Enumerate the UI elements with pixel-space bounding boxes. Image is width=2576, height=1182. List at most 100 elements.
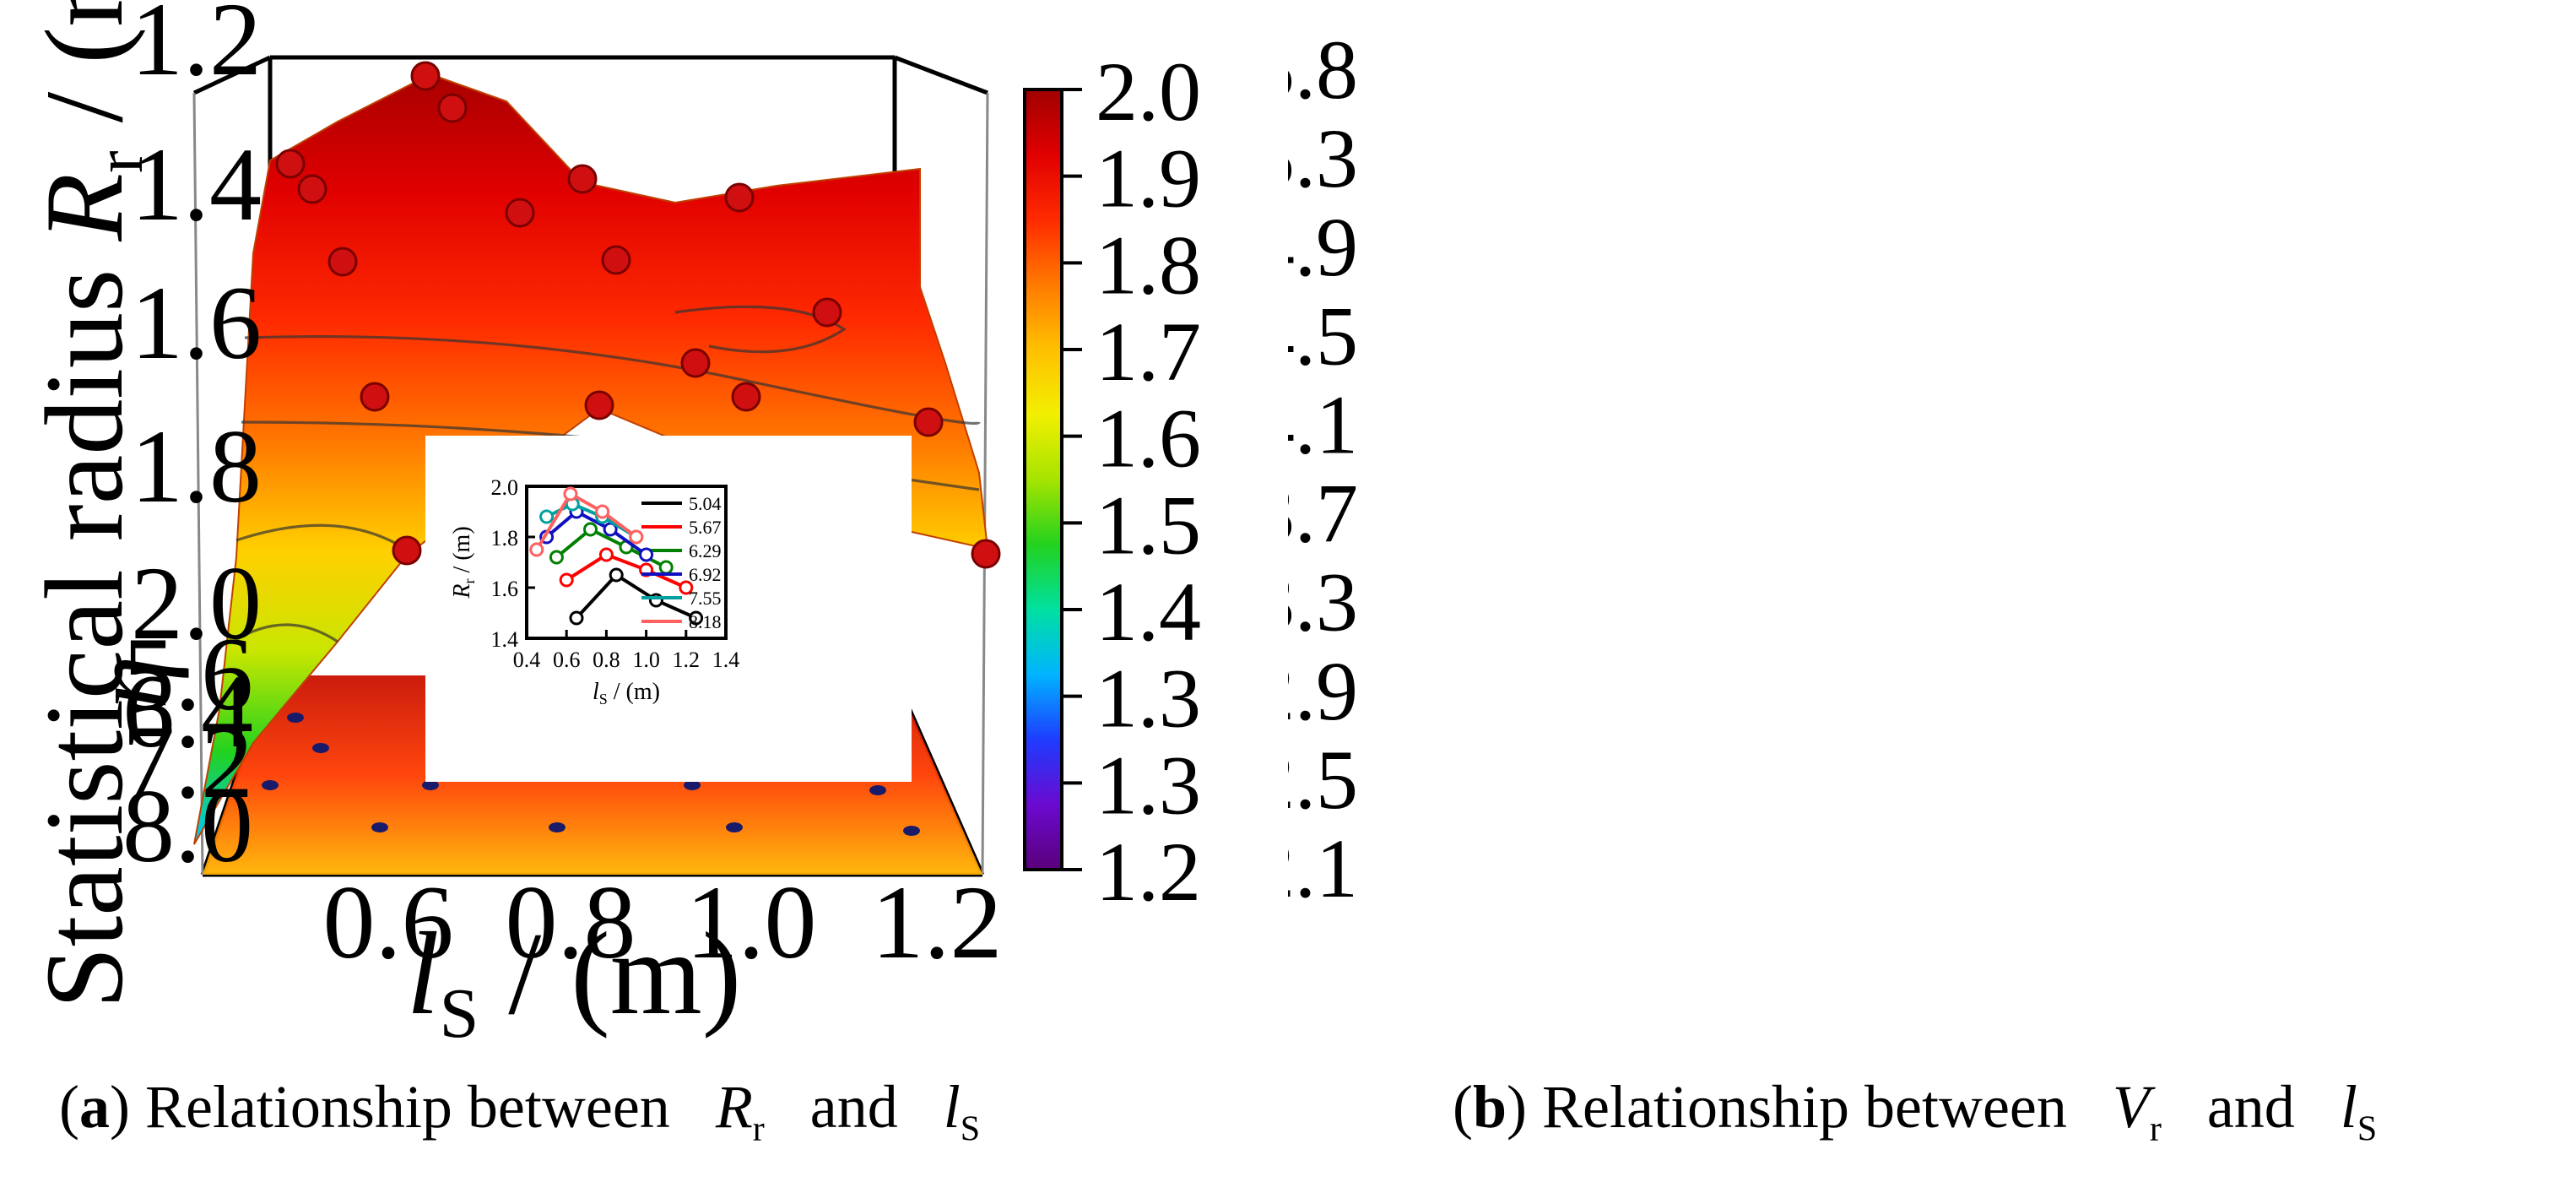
- a-inset-ytick-label: 1.4: [491, 627, 519, 652]
- a-y-tick-label: 8.0: [122, 768, 253, 884]
- a-floor-marker: [287, 713, 304, 723]
- a-z-axis-label: Statistical radius Rr / (m): [22, 0, 157, 1009]
- a-inset-series-point: [689, 610, 704, 626]
- a-colorbar-label: 1.7: [1096, 305, 1201, 399]
- a-y-axis-label: η: [69, 656, 189, 710]
- a-inset-xtick-label: 0.6: [553, 648, 581, 672]
- a-inset-xtick-label: 1.2: [673, 648, 701, 672]
- a-inset-xtick-label: 0.8: [593, 648, 620, 672]
- a-y-tick-label: 7.2: [122, 704, 253, 820]
- a-floor-marker: [903, 826, 920, 836]
- a-data-sphere: [567, 164, 598, 194]
- a-inset-series-line: [535, 491, 637, 551]
- chart-b: 0.40.60.81.01.21.43.03.64.24.8lS / (m)Vr…: [1288, 23, 1358, 915]
- a-z-tick-label: 1.4: [131, 127, 262, 242]
- a-colorbar-label: 1.4: [1096, 565, 1201, 659]
- a-floor-marker: [684, 780, 701, 790]
- a-inset-series-point: [563, 486, 578, 502]
- a-inset-series-point: [603, 522, 618, 537]
- a-inset: 0.4 0.6 0.8 1.0 1.2 1.4 1.4 1.6 1.8 2.0 lS / (m) Rr…: [425, 436, 912, 782]
- a-data-sphere: [601, 245, 631, 275]
- a-data-sphere: [680, 348, 711, 378]
- a-inset-legend-label: 8.18: [689, 611, 722, 632]
- a-data-sphere: [360, 382, 390, 412]
- a-inset-series-point: [629, 529, 644, 545]
- a-x-tick-label: 0.8: [506, 865, 636, 980]
- a-box-edge: [981, 92, 989, 876]
- a-inset-series-point: [658, 560, 674, 575]
- a-data-sphere: [724, 182, 755, 213]
- a-inset-xlabel: lS / (m): [593, 679, 660, 708]
- a-x-tick-label: 1.0: [686, 865, 817, 980]
- a-inset-series-point: [569, 610, 584, 626]
- a-inset-legend-label: 6.92: [689, 564, 722, 585]
- a-data-sphere: [297, 174, 327, 204]
- a-y-tick-label: 6.4: [122, 653, 253, 769]
- a-contour-line: [235, 523, 406, 550]
- a-inset-frame: [525, 485, 728, 640]
- a-z-tick-label: 2.0: [131, 545, 262, 661]
- a-data-sphere: [584, 390, 614, 420]
- a-data-sphere: [275, 149, 306, 179]
- a-inset-ytick-label: 1.8: [491, 526, 519, 550]
- a-z-tick-label: 1.6: [131, 265, 262, 381]
- a-inset-series-point: [583, 522, 598, 537]
- b-colorbar-label: 3.7: [1288, 467, 1358, 561]
- b-colorbar-label: 4.5: [1288, 289, 1358, 382]
- a-inset-legend-label: 5.04: [689, 493, 722, 514]
- a-data-sphere: [437, 93, 468, 123]
- panel-a: 0.4 0.6 0.8 1.0 1.2 1.4 1.4 1.6 1.8 2.0 lS / (m) Rr…: [22, 0, 1201, 1149]
- a-box-edge: [192, 92, 204, 876]
- a-contour-line: [674, 305, 847, 354]
- a-data-sphere: [327, 247, 358, 277]
- a-inset-series-point: [529, 542, 544, 557]
- a-z-tick-label: 1.8: [131, 409, 262, 524]
- a-inset-series-point: [609, 567, 624, 583]
- a-inset-xtick-label: 0.4: [513, 648, 541, 672]
- a-colorbar-label: 2.0: [1096, 45, 1201, 138]
- a-floor-marker: [726, 822, 743, 832]
- b-colorbar-label: 3.3: [1288, 556, 1358, 649]
- a-colorbar-label: 1.2: [1096, 825, 1201, 919]
- b-colorbar-label: 4.1: [1288, 377, 1358, 471]
- a-inset-xtick-label: 1.0: [632, 648, 660, 672]
- a-data-sphere: [913, 407, 944, 437]
- b-colorbar-label: 4.9: [1288, 200, 1358, 294]
- a-x-tick-label: 1.2: [872, 865, 1003, 980]
- a-box-edge: [192, 55, 272, 95]
- a-floor-marker: [312, 743, 329, 753]
- caption-b: (b) Relationship between Vr and lS: [1453, 1073, 2378, 1149]
- a-x-tick-label: 0.6: [323, 865, 454, 980]
- a-inset-series-point: [549, 550, 564, 565]
- a-contour-line: [232, 623, 338, 643]
- a-colorbar-label: 1.3: [1096, 738, 1201, 832]
- a-inset-series-point: [639, 547, 654, 562]
- a-inset-bg: [425, 436, 912, 782]
- a-floor-marker: [371, 822, 388, 832]
- a-data-sphere: [731, 382, 761, 412]
- a-box-edge: [894, 55, 988, 95]
- a-data-sphere: [812, 297, 842, 328]
- b-colorbar-label: 5.8: [1288, 23, 1358, 117]
- a-data-sphere: [410, 61, 441, 91]
- a-data-sphere: [392, 535, 422, 566]
- a-colorbar-label: 1.9: [1096, 132, 1201, 225]
- a-inset-legend-label: 6.29: [689, 540, 722, 561]
- a-inset-ylabel: Rr / (m): [449, 526, 478, 599]
- a-inset-ytick-label: 1.6: [491, 577, 519, 601]
- b-colorbar-label: 5.3: [1288, 111, 1358, 205]
- a-colorbar-label: 1.8: [1096, 218, 1201, 312]
- a-inset-series-line: [575, 572, 697, 620]
- a-data-sphere: [505, 198, 535, 228]
- a-x-axis-label: lS / (m): [407, 908, 742, 1053]
- a-floor-marker: [262, 780, 279, 790]
- panel-b: 0.40.60.81.01.21.43.03.64.24.8lS / (m)Vr…: [1288, 0, 2576, 1182]
- a-colorbar-label: 1.6: [1096, 392, 1201, 485]
- b-colorbar-label: 2.1: [1288, 821, 1358, 915]
- a-colorbar-label: 1.3: [1096, 652, 1201, 746]
- a-floor-marker: [869, 785, 886, 795]
- a-inset-legend-label: 7.55: [689, 588, 722, 609]
- chart-a: 0.4 0.6 0.8 1.0 1.2 1.4 1.4 1.6 1.8 2.0 lS / (m) Rr…: [22, 0, 1201, 1053]
- a-inset-series-point: [539, 509, 555, 524]
- caption-a: (a) Relationship between Rr and lS: [59, 1073, 981, 1149]
